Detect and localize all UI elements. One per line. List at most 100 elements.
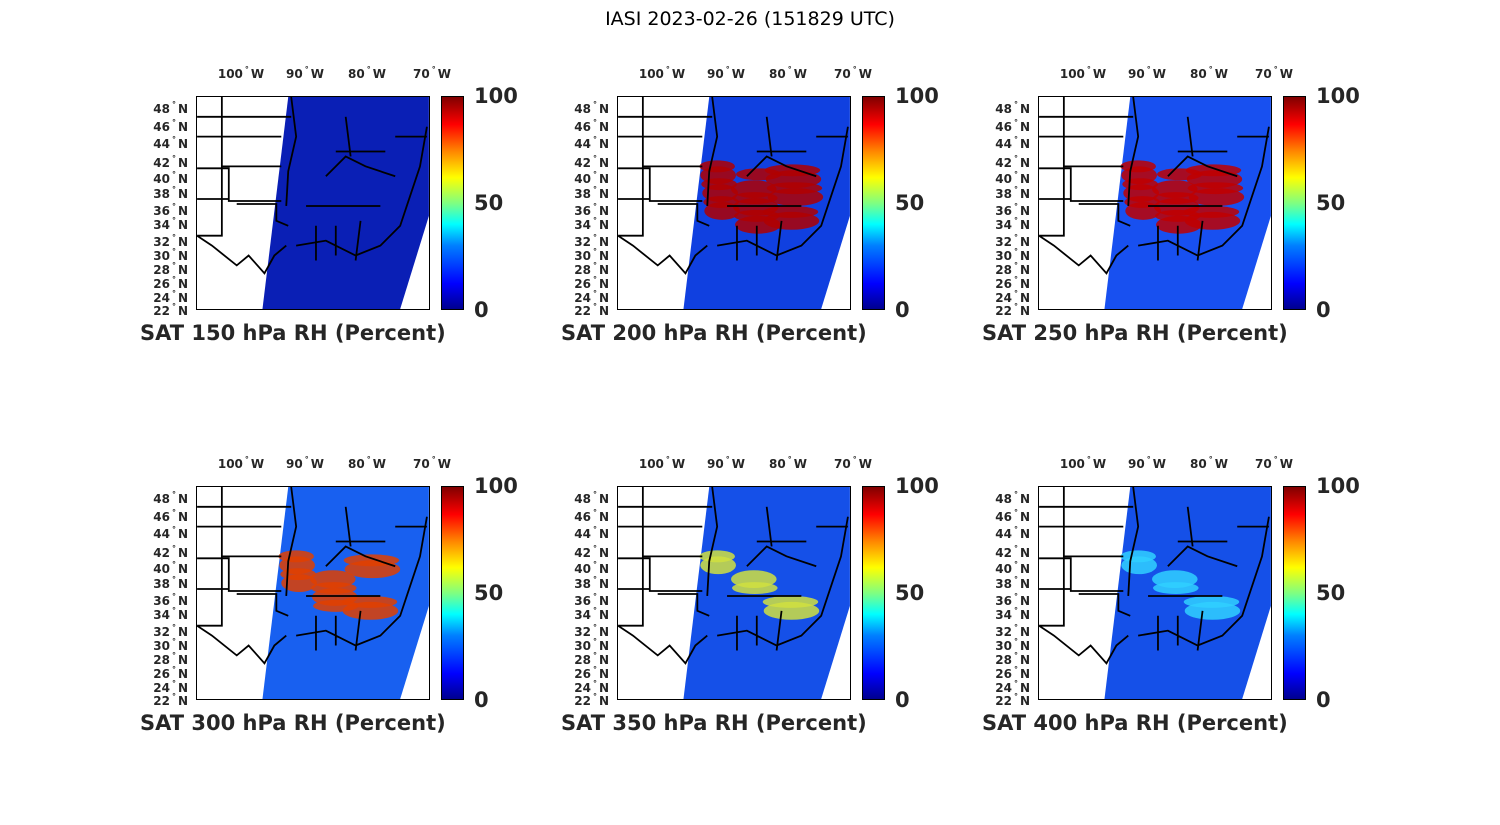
lat-tick-label: 44 ° N [574,525,609,541]
lon-tick-label: 90 ° W [707,455,745,471]
lat-tick-label: 26 ° N [995,665,1030,681]
lat-tick-label: 34 ° N [995,606,1030,622]
panel-title: SAT 250 hPa RH (Percent) [982,321,1288,345]
lat-tick-label: 28 ° N [574,651,609,667]
lat-tick-label: 36 ° N [153,592,188,608]
map-panel: 100 ° W 90 ° W 80 ° W 70 ° W 48 ° N 46 ° N 44 ° N 42 ° N 40 ° N 38 °… [140,455,617,741]
colorbar-tick-label: 100 [895,474,939,498]
moist-region [763,601,820,620]
lat-tick-label: 36 ° N [574,592,609,608]
lat-tick-label: 44 ° N [574,135,609,151]
lat-tick-label: 40 ° N [574,560,609,576]
state-borders [1038,96,1270,275]
lat-tick-label: 28 ° N [995,261,1030,277]
state-borders [196,96,428,275]
colorbar [441,486,464,700]
lon-tick-label: 90 ° W [286,455,324,471]
panel-title: SAT 150 hPa RH (Percent) [140,321,446,345]
lon-tick-label: 80 ° W [1190,455,1228,471]
colorbar-tick-label: 100 [1316,84,1360,108]
lat-tick-label: 30 ° N [153,637,188,653]
colorbar-tick-label: 0 [1316,298,1331,322]
moist-region [281,574,317,593]
lat-tick-label: 24 ° N [574,679,609,695]
lat-tick-label: 28 ° N [153,261,188,277]
figure-title: IASI 2023-02-26 (151829 UTC) [605,8,895,30]
lat-tick-label: 22 ° N [153,302,188,318]
lat-tick-label: 22 ° N [995,692,1030,708]
lon-tick-label: 80 ° W [769,455,807,471]
map-panel: 100 ° W 90 ° W 80 ° W 70 ° W 48 ° N 46 ° N 44 ° N 42 ° N 40 ° N 38 °… [140,65,617,351]
lat-tick-label: 46 ° N [574,508,609,524]
map-panel: 100 ° W 90 ° W 80 ° W 70 ° W 48 ° N 46 ° N 44 ° N 42 ° N 40 ° N 38 °… [561,455,1038,741]
lon-tick-label: 80 ° W [769,65,807,81]
lon-tick-label: 100 ° W [217,65,265,81]
lon-tick-label: 70 ° W [834,65,872,81]
moist-region [1153,582,1199,594]
lon-tick-label: 70 ° W [413,65,451,81]
panel-title: SAT 400 hPa RH (Percent) [982,711,1288,735]
lat-tick-label: 46 ° N [995,508,1030,524]
colorbar-tick-label: 100 [474,84,518,108]
map-plot [196,96,429,309]
lat-tick-label: 42 ° N [574,544,609,560]
colorbar-tick-label: 100 [895,84,939,108]
moist-region [1125,202,1161,220]
lon-tick-label: 100 ° W [217,455,265,471]
lat-tick-label: 46 ° N [153,118,188,134]
colorbar [1283,96,1306,310]
lon-tick-label: 80 ° W [348,65,386,81]
lat-tick-label: 26 ° N [153,665,188,681]
moist-region [1156,168,1203,181]
lon-tick-label: 90 ° W [707,65,745,81]
colorbar-tick-label: 0 [474,688,489,712]
moist-region [344,560,401,579]
lat-tick-label: 36 ° N [995,592,1030,608]
map-plot [1038,96,1271,309]
lat-tick-label: 36 ° N [995,202,1030,218]
lat-tick-label: 34 ° N [153,606,188,622]
map-axes [617,96,851,310]
lat-tick-label: 26 ° N [995,275,1030,291]
moist-region [1184,601,1241,620]
colorbar [862,96,885,310]
colorbar-tick-label: 50 [895,191,925,215]
lat-tick-label: 38 ° N [153,185,188,201]
lat-tick-label: 34 ° N [574,606,609,622]
state-borders [617,96,849,275]
lon-tick-label: 70 ° W [413,455,451,471]
colorbar-tick-label: 50 [474,581,504,605]
lat-tick-label: 48 ° N [995,100,1030,116]
lat-tick-label: 48 ° N [574,100,609,116]
map-axes [1038,96,1272,310]
lon-tick-label: 90 ° W [1128,65,1166,81]
moist-region [1188,188,1245,206]
lat-tick-label: 40 ° N [995,560,1030,576]
map-plot [1038,486,1271,699]
lat-tick-label: 26 ° N [574,665,609,681]
lat-tick-label: 28 ° N [574,261,609,277]
map-axes [196,486,430,700]
lon-tick-label: 90 ° W [1128,455,1166,471]
lat-tick-label: 24 ° N [574,289,609,305]
satellite-swath [262,97,429,309]
colorbar-tick-label: 50 [1316,581,1346,605]
panel-title: SAT 200 hPa RH (Percent) [561,321,867,345]
lat-tick-label: 24 ° N [995,289,1030,305]
lat-tick-label: 38 ° N [995,185,1030,201]
lat-tick-label: 46 ° N [153,508,188,524]
lon-tick-label: 100 ° W [638,65,686,81]
lat-tick-label: 22 ° N [995,302,1030,318]
lat-tick-label: 40 ° N [153,560,188,576]
lat-tick-label: 24 ° N [153,289,188,305]
lat-tick-label: 22 ° N [153,692,188,708]
lat-tick-label: 32 ° N [995,623,1030,639]
panel-title: SAT 350 hPa RH (Percent) [561,711,867,735]
lat-tick-label: 44 ° N [995,525,1030,541]
lat-tick-label: 22 ° N [574,692,609,708]
lat-tick-label: 36 ° N [153,202,188,218]
lon-tick-label: 100 ° W [1059,455,1107,471]
lat-tick-label: 42 ° N [153,154,188,170]
lat-tick-label: 44 ° N [153,135,188,151]
